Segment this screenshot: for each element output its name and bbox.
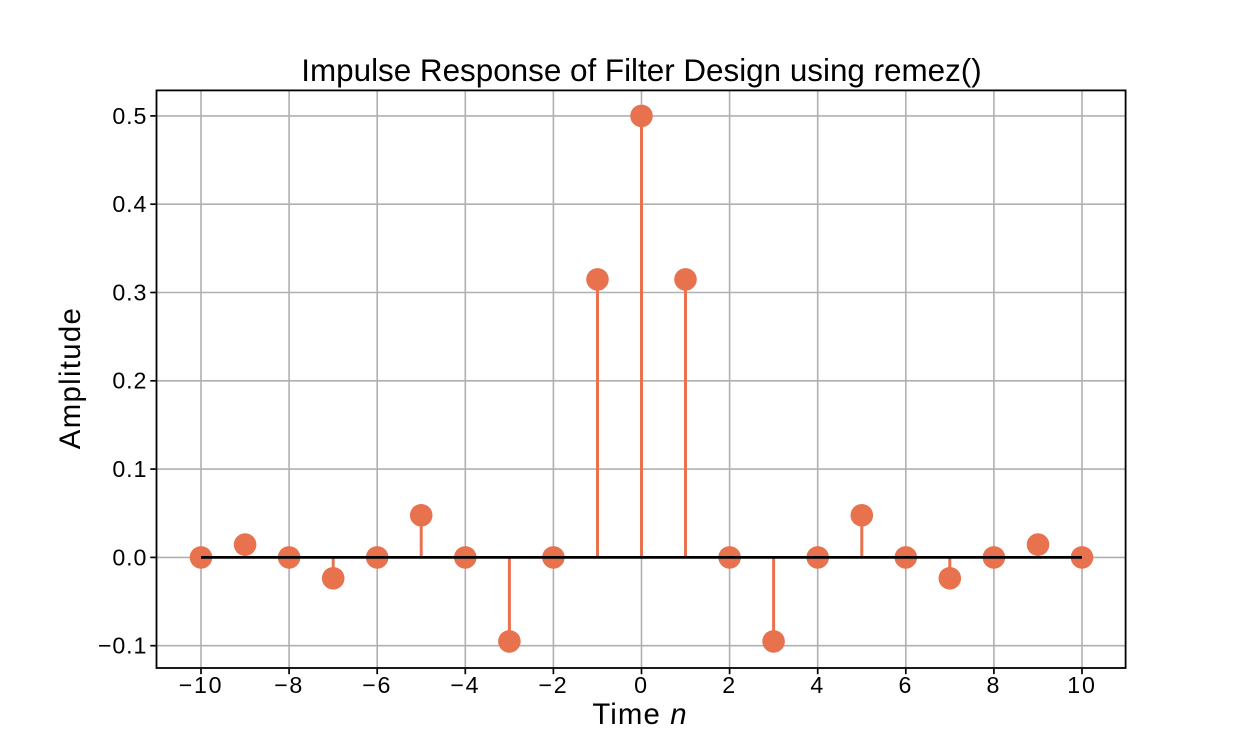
svg-text:−6: −6 <box>362 672 392 698</box>
svg-text:10: 10 <box>1067 672 1096 698</box>
svg-text:0: 0 <box>634 672 649 698</box>
svg-text:Amplitude: Amplitude <box>54 307 87 449</box>
svg-text:−10: −10 <box>179 672 224 698</box>
svg-text:0.3: 0.3 <box>112 279 147 305</box>
svg-text:4: 4 <box>810 672 825 698</box>
svg-text:−2: −2 <box>538 672 568 698</box>
svg-text:2: 2 <box>722 672 737 698</box>
svg-text:6: 6 <box>898 672 913 698</box>
svg-text:0.2: 0.2 <box>112 368 147 394</box>
svg-text:0.5: 0.5 <box>112 103 147 129</box>
svg-text:0.0: 0.0 <box>112 544 147 570</box>
svg-text:8: 8 <box>987 672 1002 698</box>
svg-text:−4: −4 <box>450 672 480 698</box>
svg-text:−8: −8 <box>274 672 304 698</box>
svg-text:0.1: 0.1 <box>112 456 147 482</box>
svg-text:Time n: Time n <box>592 698 687 731</box>
svg-text:Impulse Response of Filter Des: Impulse Response of Filter Design using … <box>301 53 981 88</box>
svg-text:−0.1: −0.1 <box>98 633 147 659</box>
svg-text:0.4: 0.4 <box>112 191 147 217</box>
